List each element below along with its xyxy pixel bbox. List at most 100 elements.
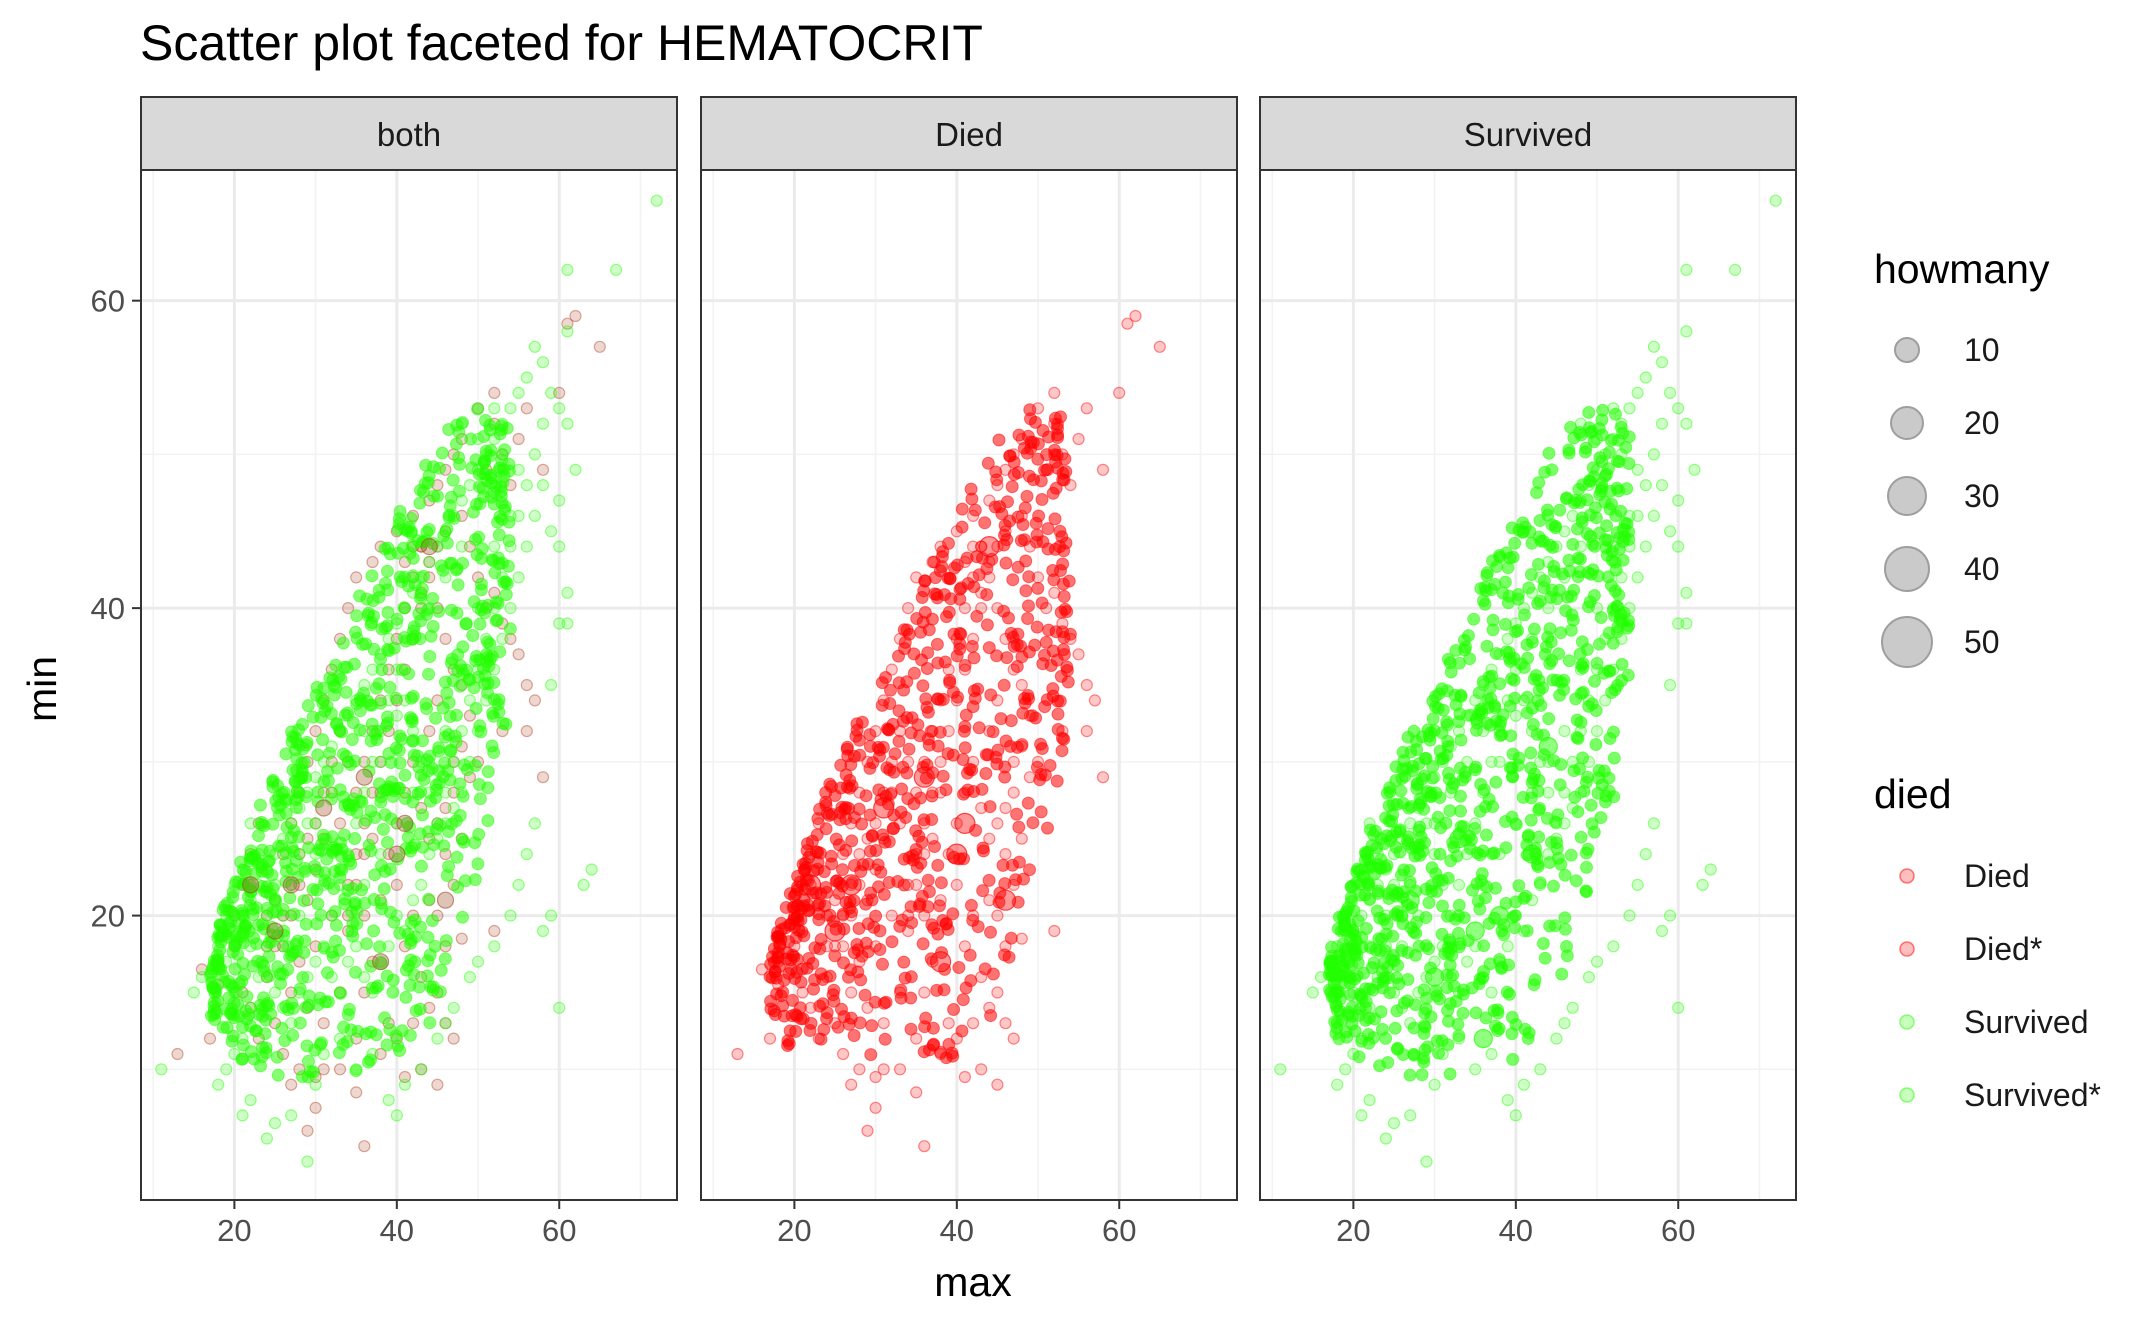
cloud-point	[964, 898, 978, 912]
cloud-point	[386, 973, 400, 987]
data-point	[366, 755, 379, 769]
cloud-point	[423, 1016, 437, 1030]
data-point	[423, 786, 436, 799]
data-point	[1469, 694, 1482, 707]
data-point	[1007, 786, 1020, 799]
cloud-point	[1536, 937, 1550, 950]
cloud-point	[414, 614, 428, 628]
data-point	[1007, 1032, 1020, 1045]
cloud-point	[847, 1029, 861, 1042]
cloud-point	[421, 764, 435, 778]
data-point	[1590, 432, 1604, 446]
data-point	[1574, 417, 1587, 430]
data-point	[309, 817, 322, 830]
cloud-point	[328, 905, 342, 919]
cloud-point	[424, 980, 438, 994]
cloud-point	[493, 645, 507, 659]
cloud-point	[368, 811, 382, 824]
data-point	[366, 555, 379, 569]
data-point	[893, 632, 907, 646]
data-point	[325, 909, 338, 922]
data-point	[1331, 1078, 1344, 1091]
cloud-point	[257, 819, 271, 833]
cloud-point	[1415, 1068, 1429, 1082]
data-point	[934, 894, 947, 907]
cloud-point	[1542, 446, 1556, 460]
data-point	[398, 924, 411, 938]
cloud-point	[266, 905, 280, 919]
cloud-point	[938, 588, 951, 602]
cloud-point	[1532, 683, 1546, 697]
cloud-point	[1021, 612, 1035, 625]
data-point	[398, 1078, 411, 1091]
cloud-point	[1001, 495, 1014, 509]
cloud-point	[448, 729, 462, 743]
cloud-point	[1541, 508, 1555, 522]
cloud-point	[1012, 820, 1026, 834]
data-point	[910, 786, 923, 799]
data-point	[439, 1017, 452, 1030]
data-point	[561, 263, 574, 276]
data-point	[966, 509, 980, 523]
cloud-point	[1028, 638, 1042, 652]
data-point	[1631, 463, 1644, 476]
data-point	[1371, 847, 1384, 861]
cloud-point	[972, 721, 986, 735]
data-point	[455, 540, 468, 553]
cloud-point	[442, 860, 456, 873]
cloud-point	[1430, 1034, 1444, 1048]
cloud-point	[1470, 846, 1484, 860]
cloud-point	[1479, 828, 1493, 842]
data-point	[796, 986, 809, 999]
cloud-point	[1558, 911, 1572, 925]
cloud-point	[346, 716, 360, 730]
data-point	[845, 817, 858, 830]
data-point	[1574, 724, 1587, 738]
cloud-point	[1595, 778, 1609, 792]
data-point	[496, 417, 509, 430]
cloud-point	[474, 725, 488, 739]
data-point	[277, 909, 290, 922]
data-point	[1347, 878, 1360, 892]
color-legend-label: Died	[1964, 858, 2030, 894]
data-point	[999, 525, 1012, 538]
data-point	[1404, 1017, 1417, 1030]
cloud-point	[311, 998, 325, 1012]
cloud-point	[1524, 813, 1538, 827]
data-point	[1444, 740, 1457, 753]
cloud-point	[456, 832, 469, 846]
cloud-point	[1585, 817, 1599, 831]
data-point	[1623, 540, 1636, 553]
cloud-point	[252, 829, 265, 843]
data-point	[1599, 632, 1612, 646]
data-point	[512, 509, 525, 523]
cloud-point	[1409, 948, 1422, 962]
data-point	[840, 874, 862, 896]
cloud-point	[399, 990, 413, 1004]
cloud-point	[943, 572, 957, 585]
cloud-point	[1581, 770, 1595, 784]
facet-panel-died: Died 20 40 60	[700, 96, 1238, 1248]
data-point	[1072, 432, 1085, 446]
cloud-point	[1523, 525, 1537, 539]
cloud-point	[421, 825, 435, 839]
data-point	[1639, 479, 1652, 492]
data-point	[1428, 817, 1441, 830]
data-point	[333, 878, 347, 892]
cloud-point	[1531, 597, 1545, 610]
cloud-point	[859, 897, 873, 911]
cloud-point	[321, 764, 335, 778]
cloud-point	[266, 780, 280, 794]
cloud-point	[449, 437, 463, 451]
data-point	[407, 632, 420, 646]
data-point	[1428, 955, 1441, 968]
cloud-point	[819, 795, 833, 809]
data-point	[1615, 571, 1628, 584]
data-point	[934, 540, 947, 553]
cloud-point	[1030, 620, 1044, 634]
cloud-point	[481, 676, 495, 690]
cloud-point	[1051, 422, 1064, 435]
cloud-point	[1500, 546, 1513, 560]
cloud-point	[1489, 1019, 1502, 1033]
cloud-point	[904, 726, 918, 740]
